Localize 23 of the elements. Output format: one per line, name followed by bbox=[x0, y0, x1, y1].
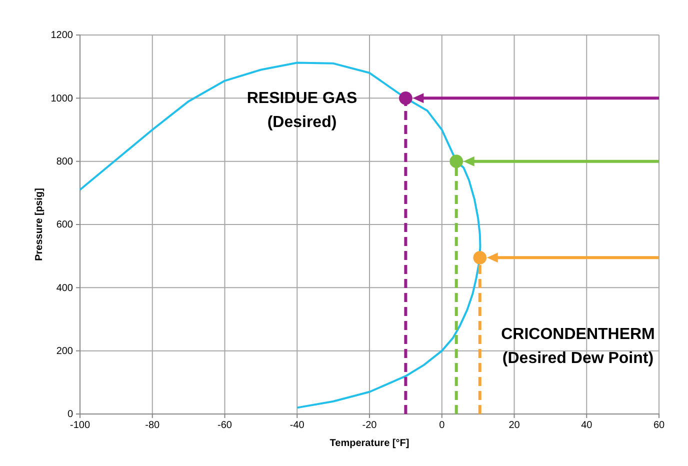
x-axis-title: Temperature [°F] bbox=[330, 438, 410, 449]
x-tick-label: -40 bbox=[290, 420, 305, 432]
x-tick-label: 20 bbox=[508, 420, 520, 432]
point bbox=[450, 154, 464, 168]
point bbox=[473, 251, 487, 264]
y-tick-label: 200 bbox=[56, 346, 74, 358]
x-tick-label: -20 bbox=[362, 420, 378, 432]
y-tick-label: 1000 bbox=[50, 93, 74, 104]
annotation: CRICONDENTHERM (Desired Dew Point) bbox=[501, 326, 655, 367]
y-tick-label: 1200 bbox=[50, 30, 74, 42]
y-tick-label: 800 bbox=[56, 156, 74, 168]
point bbox=[399, 92, 412, 105]
x-tick-label: 40 bbox=[581, 420, 593, 432]
y-tick-label: 0 bbox=[67, 409, 74, 420]
x-tick-label: -60 bbox=[218, 420, 232, 432]
y-tick-label: 600 bbox=[56, 220, 74, 231]
y-axis-title: Pressure [psig] bbox=[34, 188, 45, 261]
annotation: RESIDUE GAS (Desired) bbox=[246, 90, 358, 131]
x-tick-label: 60 bbox=[653, 420, 665, 432]
x-tick-label: -80 bbox=[145, 420, 160, 432]
x-tick-label: -100 bbox=[70, 420, 90, 432]
y-tick-label: 400 bbox=[56, 282, 74, 294]
x-tick-label: 0 bbox=[439, 420, 446, 432]
